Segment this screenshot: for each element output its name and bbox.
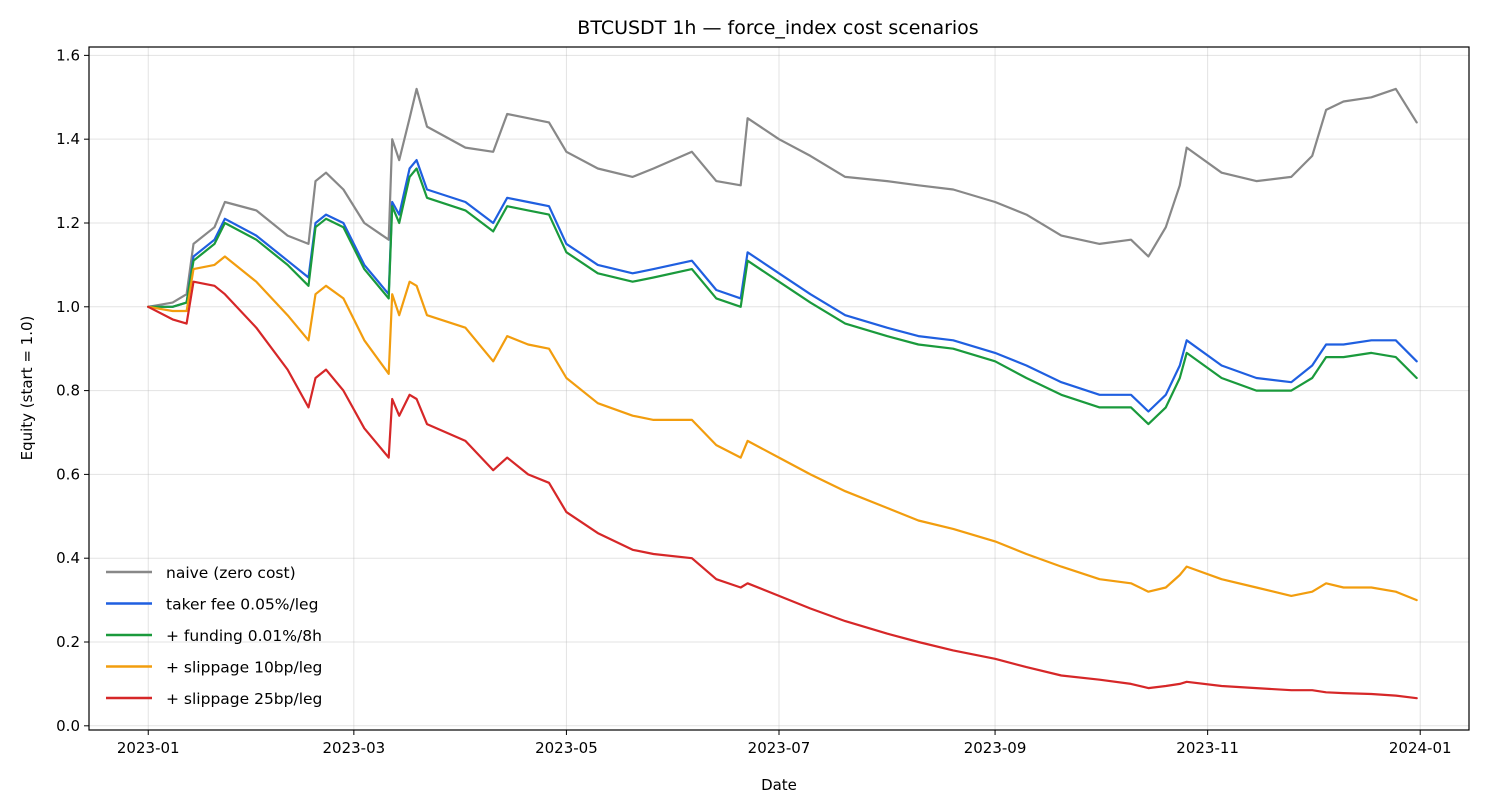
x-tick-label: 2024-01 xyxy=(1389,739,1452,757)
y-tick-label: 1.6 xyxy=(56,46,80,64)
series-line-3 xyxy=(147,167,1418,426)
x-tick-label: 2023-05 xyxy=(535,739,598,757)
x-axis-label: Date xyxy=(761,776,797,794)
y-tick-label: 1.0 xyxy=(56,298,80,316)
series-layer xyxy=(147,87,1418,700)
legend-label: + slippage 25bp/leg xyxy=(166,690,322,708)
legend-label: + funding 0.01%/8h xyxy=(166,627,322,645)
y-axis: 0.0 0.2 0.4 0.6 0.8 1.0 1.2 1.4 1.6 xyxy=(56,46,89,735)
legend-label: + slippage 10bp/leg xyxy=(166,659,322,677)
legend-label: naive (zero cost) xyxy=(166,564,296,582)
x-tick-label: 2023-11 xyxy=(1176,739,1239,757)
grid xyxy=(89,47,1469,730)
x-tick-label: 2023-01 xyxy=(117,739,180,757)
y-tick-label: 0.2 xyxy=(56,633,80,651)
legend-label: taker fee 0.05%/leg xyxy=(166,596,318,614)
chart-title: BTCUSDT 1h — force_index cost scenarios xyxy=(577,17,978,39)
x-tick-label: 2023-07 xyxy=(748,739,811,757)
y-tick-label: 1.2 xyxy=(56,214,80,232)
series-line-2 xyxy=(147,159,1418,413)
y-tick-label: 0.0 xyxy=(56,717,80,735)
x-axis: 2023-01 2023-03 2023-05 2023-07 2023-09 2023-… xyxy=(117,730,1452,757)
x-tick-label: 2023-09 xyxy=(964,739,1027,757)
series-line-1 xyxy=(147,87,1418,308)
legend: naive (zero cost) taker fee 0.05%/leg + fu… xyxy=(106,564,322,708)
y-tick-label: 1.4 xyxy=(56,130,80,148)
series-line-4 xyxy=(147,255,1418,602)
y-tick-label: 0.4 xyxy=(56,549,80,567)
y-tick-label: 0.8 xyxy=(56,382,80,400)
y-axis-label: Equity (start = 1.0) xyxy=(18,316,36,461)
y-tick-label: 0.6 xyxy=(56,465,80,483)
series-line-5 xyxy=(147,280,1418,700)
x-tick-label: 2023-03 xyxy=(323,739,386,757)
